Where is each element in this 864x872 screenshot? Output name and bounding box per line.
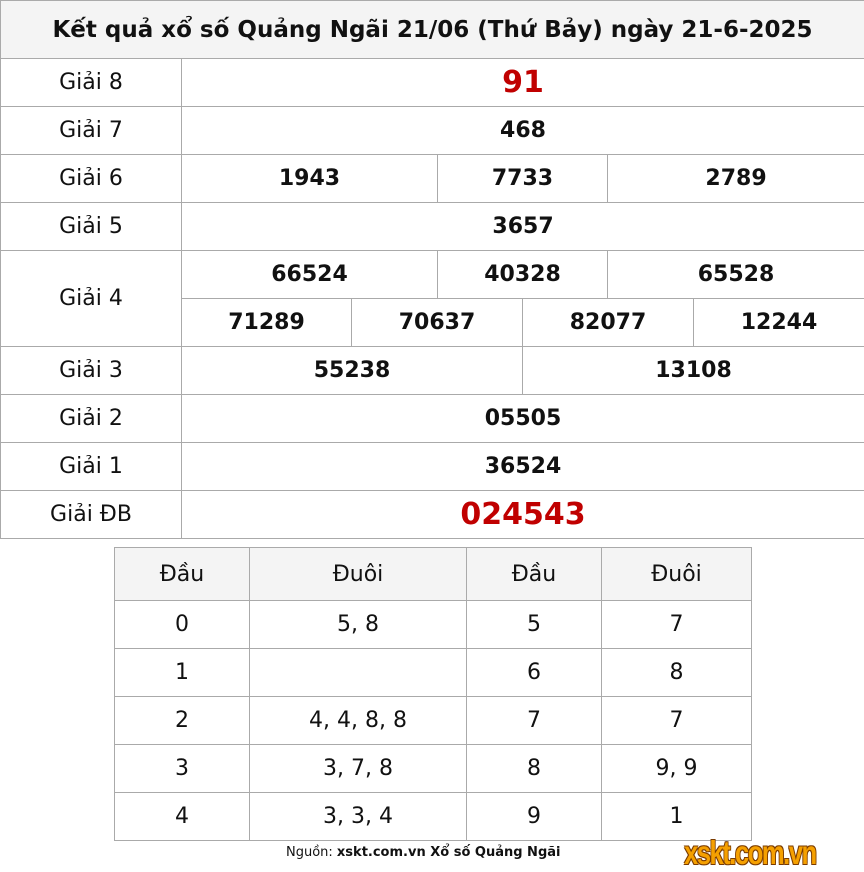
prize-label: Giải ĐB xyxy=(1,491,182,539)
source-credit: Nguồn: xskt.com.vn Xổ số Quảng Ngãi xyxy=(286,845,560,860)
prize-row-6: Giải 6 1943 7733 2789 xyxy=(1,155,864,203)
column-header: Đuôi xyxy=(602,548,752,601)
loto-cell xyxy=(250,649,467,697)
loto-cell: 5, 8 xyxy=(250,601,467,649)
prize-label: Giải 4 xyxy=(1,251,182,347)
results-table: Kết quả xổ số Quảng Ngãi 21/06 (Thứ Bảy)… xyxy=(0,0,864,539)
loto-cell: 4 xyxy=(115,793,250,841)
prize-value: 91 xyxy=(182,59,864,107)
loto-cell: 7 xyxy=(467,697,602,745)
prize-label: Giải 5 xyxy=(1,203,182,251)
prize-value: 36524 xyxy=(182,443,864,491)
prize-label: Giải 7 xyxy=(1,107,182,155)
prize-value: 66524 xyxy=(182,251,438,299)
prize-value: 024543 xyxy=(182,491,864,539)
loto-cell: 7 xyxy=(602,697,752,745)
source-link[interactable]: xskt.com.vn Xổ số Quảng Ngãi xyxy=(337,845,561,860)
prize-row-3: Giải 3 55238 13108 xyxy=(1,347,864,395)
column-header: Đuôi xyxy=(250,548,467,601)
column-header: Đầu xyxy=(467,548,602,601)
source-prefix: Nguồn: xyxy=(286,845,337,860)
loto-cell: 3, 3, 4 xyxy=(250,793,467,841)
prize-value: 1943 xyxy=(182,155,438,203)
loto-cell: 4, 4, 8, 8 xyxy=(250,697,467,745)
loto-cell: 9, 9 xyxy=(602,745,752,793)
prize-value: 70637 xyxy=(352,299,523,347)
loto-header: Đầu Đuôi Đầu Đuôi xyxy=(115,548,752,601)
prize-value: 2789 xyxy=(608,155,864,203)
prize-label: Giải 1 xyxy=(1,443,182,491)
loto-cell: 5 xyxy=(467,601,602,649)
loto-cell: 1 xyxy=(115,649,250,697)
prize-value: 65528 xyxy=(608,251,864,299)
column-header: Đầu xyxy=(115,548,250,601)
prize-value: 468 xyxy=(182,107,864,155)
prize-value: 55238 xyxy=(182,347,523,395)
page-title: Kết quả xổ số Quảng Ngãi 21/06 (Thứ Bảy)… xyxy=(1,1,864,59)
prize-label: Giải 8 xyxy=(1,59,182,107)
prize-value: 3657 xyxy=(182,203,864,251)
loto-cell: 8 xyxy=(467,745,602,793)
loto-cell: 0 xyxy=(115,601,250,649)
prize-value: 05505 xyxy=(182,395,864,443)
prize-value: 40328 xyxy=(438,251,608,299)
loto-cell: 2 xyxy=(115,697,250,745)
loto-cell: 3 xyxy=(115,745,250,793)
loto-cell: 8 xyxy=(602,649,752,697)
loto-cell: 7 xyxy=(602,601,752,649)
loto-cell: 9 xyxy=(467,793,602,841)
prize-label: Giải 2 xyxy=(1,395,182,443)
prize-label: Giải 3 xyxy=(1,347,182,395)
loto-cell: 3, 7, 8 xyxy=(250,745,467,793)
prize-value: 7733 xyxy=(438,155,608,203)
prize-value: 12244 xyxy=(694,299,864,347)
site-logo: xskt.com.vn xyxy=(684,834,816,872)
prize-row-4: Giải 4 66524 40328 65528 xyxy=(1,251,864,299)
prize-label: Giải 6 xyxy=(1,155,182,203)
prize-value: 71289 xyxy=(182,299,352,347)
loto-cell: 6 xyxy=(467,649,602,697)
prize-value: 13108 xyxy=(523,347,864,395)
prize-value: 82077 xyxy=(523,299,694,347)
